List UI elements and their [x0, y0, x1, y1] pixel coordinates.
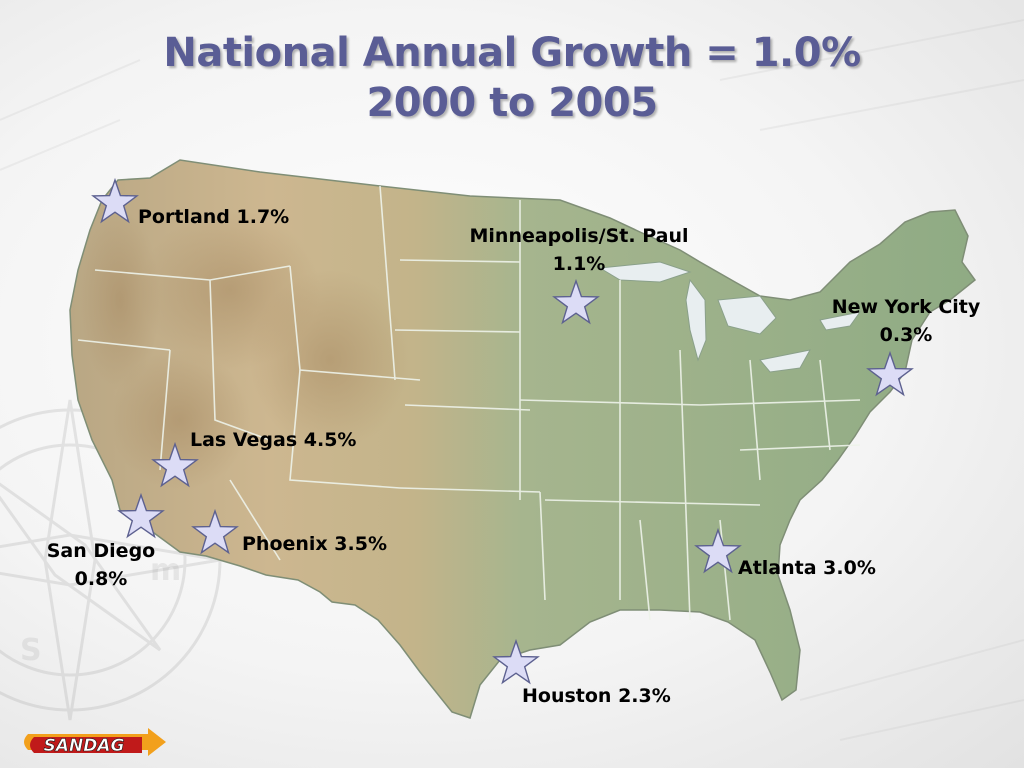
- title-line-1: National Annual Growth = 1.0%: [163, 30, 861, 76]
- city-label-phoenix: Phoenix 3.5%: [242, 533, 387, 555]
- city-label-san-diego: San Diego 0.8%: [46, 540, 156, 590]
- title-line-2: 2000 to 2005: [366, 80, 658, 126]
- sandag-logo: SANDAG: [24, 728, 166, 756]
- svg-text:SANDAG: SANDAG: [44, 736, 125, 756]
- city-label-minneapolis: Minneapolis/St. Paul 1.1%: [469, 225, 689, 275]
- city-label-portland: Portland 1.7%: [138, 206, 290, 228]
- svg-text:m: m: [150, 553, 181, 588]
- svg-text:S: S: [20, 633, 42, 668]
- city-label-new-york: New York City 0.3%: [831, 296, 981, 346]
- page-title: National Annual Growth = 1.0% 2000 to 20…: [0, 28, 1024, 128]
- city-label-las-vegas: Las Vegas 4.5%: [190, 429, 357, 451]
- city-label-houston: Houston 2.3%: [522, 685, 671, 707]
- city-label-atlanta: Atlanta 3.0%: [738, 557, 876, 579]
